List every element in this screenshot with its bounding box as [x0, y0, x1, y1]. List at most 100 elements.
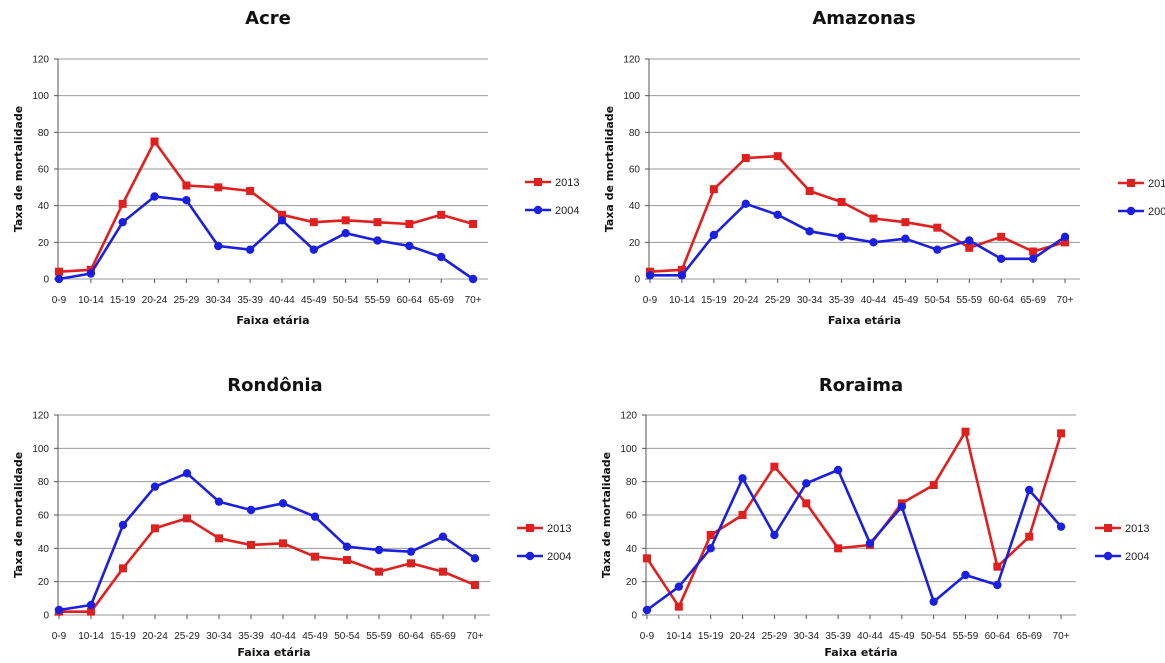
panel-3-x-tick-label: 55-59: [366, 631, 392, 642]
panel-2-x-tick-label: 60-64: [988, 295, 1014, 306]
panel-1-series-2004-point: [118, 217, 127, 227]
panel-2-series-2013-point: [773, 152, 782, 161]
panel-3-y-tick-label: 100: [32, 444, 49, 455]
panel-3-series-2004-point: [278, 499, 288, 508]
panel-4-y-tick-label: 60: [626, 511, 638, 522]
panel-2-y-tick-label: 80: [629, 128, 641, 139]
panel-1-series-2013-point: [405, 220, 414, 228]
panel-2-legend-2013-marker: [1127, 179, 1135, 187]
panel-3-series-2004-point: [342, 542, 352, 551]
panel-3-series-2013-point: [183, 514, 191, 523]
panel-3-series-2013-point: [407, 559, 415, 568]
panel-2-legend-2004-marker: [1126, 206, 1136, 216]
panel-2-y-axis-title: Taxa de mortalidade: [603, 106, 616, 232]
panel-4-x-tick-label: 45-49: [889, 631, 915, 642]
panel-3-series-2004-point: [310, 512, 320, 521]
panel-4-series-2013-point: [738, 511, 747, 519]
panel-1-y-tick-label: 120: [32, 55, 49, 66]
panel-1-series-2004-point: [86, 269, 96, 278]
panel-2-x-tick-label: 55-59: [956, 295, 982, 306]
panel-1-y-tick-label: 0: [43, 275, 49, 286]
panel-1-series-2004-point: [214, 241, 223, 251]
panel-2-series-2004-point: [869, 238, 878, 247]
panel-3-series-2004-point: [214, 497, 224, 506]
panel-3-series-2004-point: [150, 482, 160, 491]
panel-4-series-2004-point: [1056, 522, 1066, 531]
panel-1-x-tick-label: 10-14: [78, 295, 104, 306]
panel-3-series-2004-point: [406, 547, 416, 556]
panel-4-series-2004-point: [642, 605, 652, 615]
panel-3-x-tick-label: 65-69: [430, 631, 456, 642]
panel-2-x-tick-label: 15-19: [701, 295, 727, 306]
panel-2-series-2004-point: [901, 234, 910, 243]
panel-4-x-tick-label: 65-69: [1016, 631, 1042, 642]
panel-3-legend-2013-label: 2013: [547, 523, 571, 535]
panel-1-x-axis-title: Faixa etária: [236, 314, 309, 327]
panel-1-series-2013-point: [341, 216, 350, 225]
panel-1-series-2004-point: [341, 228, 350, 238]
panel-4-y-tick-label: 20: [626, 577, 638, 588]
panel-2-series-2013-point: [741, 154, 750, 162]
panel-2-x-tick-label: 25-29: [765, 295, 791, 306]
panel-1-title: Acre: [245, 8, 291, 29]
panel-2-series-2013-point: [997, 232, 1006, 241]
panel-3-x-tick-label: 0-9: [52, 631, 67, 642]
panel-3-x-axis-title: Faixa etária: [237, 646, 310, 659]
panel-3-x-tick-label: 70+: [467, 631, 484, 642]
panel-3-x-tick-label: 15-19: [110, 631, 136, 642]
panel-2-x-tick-label: 20-24: [733, 295, 759, 306]
panel-2-y-tick-label: 100: [623, 91, 640, 102]
panel-2-y-tick-label: 20: [629, 238, 641, 249]
panel-3-legend-2004-label: 2004: [547, 551, 571, 563]
panel-2-x-tick-label: 50-54: [925, 295, 951, 306]
panel-1-x-tick-label: 55-59: [365, 295, 391, 306]
panel-1-y-tick-label: 20: [38, 238, 50, 249]
panel-2-series-2004-point: [645, 271, 655, 280]
panel-3-series-2013-point: [343, 556, 351, 564]
panel-4-series-2013-point: [1057, 429, 1066, 438]
panel-1-series-2004-point: [373, 236, 382, 245]
panel-1-x-tick-label: 40-44: [269, 295, 295, 306]
panel-4-series-2013-point: [929, 481, 938, 489]
panel-2-series-2004-point: [773, 210, 782, 220]
panel-4-legend-2004-marker: [1103, 551, 1113, 561]
panel-1-series-2004-point: [309, 245, 319, 254]
panel-1-series-2013-point: [55, 267, 63, 276]
panel-4-series-2004-point: [961, 570, 970, 580]
panel-1-series-2013-point: [150, 137, 159, 146]
panel-2-series-2004-point: [677, 271, 687, 280]
panel-1-series-2004-point: [437, 252, 446, 262]
panel-2-y-tick-label: 60: [629, 165, 641, 176]
panel-1-x-tick-label: 0-9: [52, 295, 67, 306]
panel-1-y-axis-title: Taxa de mortalidade: [12, 106, 25, 232]
panel-2-series-2013-point: [965, 243, 974, 252]
panel-4-series-2004-point: [674, 582, 684, 591]
panel-1-legend-2004-label: 2004: [555, 205, 579, 217]
panel-3-x-tick-label: 60-64: [398, 631, 424, 642]
panel-3-series-2004-line: [58, 471, 476, 612]
panel-4-series-2013-point: [643, 554, 651, 563]
panel-4-series-2004-point: [929, 597, 938, 606]
panel-1-x-tick-label: 45-49: [301, 295, 327, 306]
panel-3-series-2004-point: [118, 520, 128, 530]
panel-3-series-2004-point: [438, 532, 448, 541]
panel-1-series-2004-point: [277, 216, 287, 225]
panel-4-x-tick-label: 70+: [1053, 631, 1070, 642]
panel-4-series-2004-point: [770, 530, 779, 540]
panel-4-x-tick-label: 0-9: [640, 631, 655, 642]
panel-1-series-2013-point: [469, 220, 478, 228]
panel-4-x-tick-label: 60-64: [985, 631, 1011, 642]
panel-1-series-2013-point: [437, 210, 446, 219]
panel-2-series-2013-point: [1061, 238, 1070, 247]
panel-3-series-2004-point: [470, 554, 480, 563]
panel-3-series-2013-point: [151, 524, 159, 533]
panel-3-y-tick-label: 60: [38, 511, 50, 522]
panel-3-x-tick-label: 30-34: [206, 631, 232, 642]
panel-3-y-tick-label: 0: [43, 611, 49, 622]
panel-3-title: Rondônia: [227, 375, 322, 396]
panel-2-series-2004-point: [805, 227, 814, 236]
panel-2-x-tick-label: 40-44: [861, 295, 887, 306]
panel-4-series-2004-point: [897, 502, 907, 511]
panel-1-x-tick-label: 25-29: [174, 295, 200, 306]
